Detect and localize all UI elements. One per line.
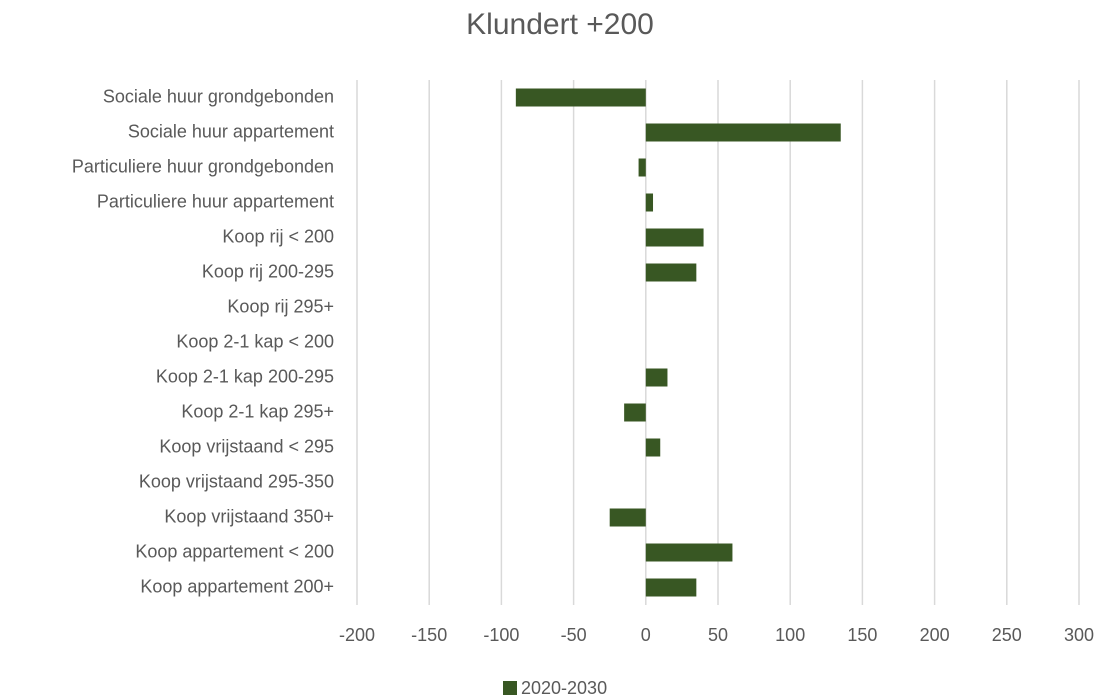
bar	[645, 543, 733, 562]
legend-swatch	[503, 681, 517, 695]
y-tick-label: Particuliere huur appartement	[97, 191, 334, 211]
y-tick-label: Koop 2-1 kap 200-295	[156, 366, 334, 386]
y-tick-label: Koop rij 295+	[227, 296, 334, 316]
x-tick-label: 250	[992, 625, 1022, 645]
bar	[645, 123, 841, 142]
y-tick-label: Sociale huur grondgebonden	[103, 86, 334, 106]
x-tick-label: -200	[339, 625, 375, 645]
y-tick-label: Sociale huur appartement	[128, 121, 334, 141]
bar	[645, 578, 697, 597]
y-tick-label: Koop 2-1 kap 295+	[181, 401, 334, 421]
bar	[645, 193, 654, 212]
legend-label: 2020-2030	[521, 678, 607, 698]
y-tick-label: Koop appartement < 200	[135, 541, 334, 561]
y-tick-label: Koop 2-1 kap < 200	[176, 331, 334, 351]
bar	[645, 368, 668, 387]
y-tick-label: Koop rij 200-295	[202, 261, 334, 281]
x-tick-label: 0	[641, 625, 651, 645]
y-tick-label: Koop rij < 200	[222, 226, 334, 246]
bar	[515, 88, 646, 107]
x-tick-label: -150	[411, 625, 447, 645]
bar	[624, 403, 646, 422]
bar	[645, 263, 697, 282]
y-tick-label: Koop appartement 200+	[140, 576, 334, 596]
x-tick-label: 100	[775, 625, 805, 645]
x-tick-label: 150	[847, 625, 877, 645]
y-tick-label: Koop vrijstaand 295-350	[139, 471, 334, 491]
x-tick-label: 300	[1064, 625, 1094, 645]
chart-title: Klundert +200	[466, 8, 654, 41]
bar	[645, 438, 661, 457]
bar	[638, 158, 646, 177]
bar	[645, 228, 704, 247]
y-tick-label: Koop vrijstaand 350+	[164, 506, 334, 526]
x-tick-label: -100	[483, 625, 519, 645]
y-tick-label: Koop vrijstaand < 295	[159, 436, 334, 456]
bar	[609, 508, 646, 527]
x-tick-label: 50	[708, 625, 728, 645]
x-tick-label: -50	[561, 625, 587, 645]
y-tick-label: Particuliere huur grondgebonden	[72, 156, 334, 176]
x-tick-label: 200	[920, 625, 950, 645]
